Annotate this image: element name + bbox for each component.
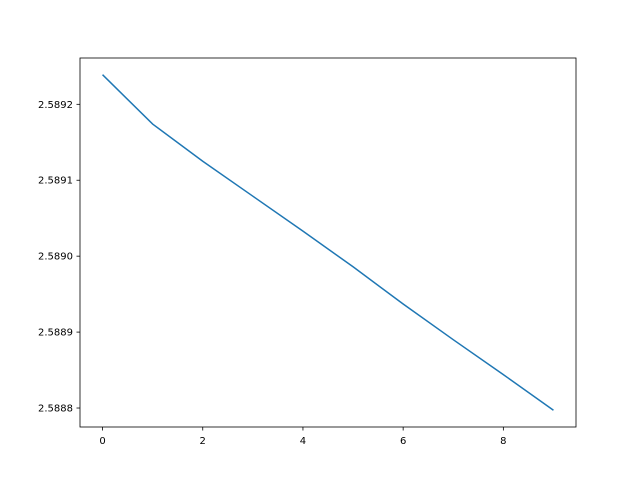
x-tick-label: 2 [200,436,206,447]
x-tick-label: 6 [400,436,406,447]
y-tick-label: 2.5892 [38,100,73,111]
y-tick-label: 2.5890 [38,252,73,263]
axes-frame [79,57,577,428]
y-tick-label: 2.5888 [38,404,73,415]
data-series-line [102,74,554,411]
x-tick-label: 4 [300,436,306,447]
x-tick-label: 8 [500,436,506,447]
y-tick-label: 2.5889 [38,328,73,339]
y-tick-label: 2.5891 [38,176,73,187]
x-tick-label: 0 [99,436,105,447]
